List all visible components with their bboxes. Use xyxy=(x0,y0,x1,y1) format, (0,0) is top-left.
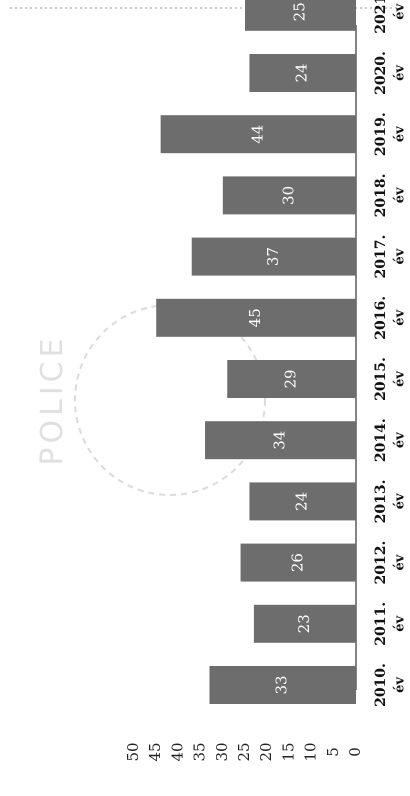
tick-label-10: 10 xyxy=(302,742,320,761)
bars-group: 33 23 26 24 34 29 45 37 30 44 24 25 xyxy=(156,0,356,704)
category-suffix-2016: év xyxy=(393,309,408,325)
tick-label-35: 35 xyxy=(191,742,209,761)
data-label-2020: 24 xyxy=(293,63,311,82)
tick-label-50: 50 xyxy=(124,742,142,761)
category-suffix-2011: év xyxy=(393,615,408,631)
bar-2020 xyxy=(249,54,356,92)
watermark-text: POLICE xyxy=(35,334,70,465)
watermark-emblem xyxy=(74,304,266,496)
data-label-2021: 25 xyxy=(291,2,309,21)
category-suffix-2018: év xyxy=(393,187,408,203)
police-stamp-watermark: POLICE xyxy=(35,304,266,496)
category-suffix-2020: év xyxy=(393,65,408,81)
bar-2021 xyxy=(245,0,356,31)
bar-2014 xyxy=(205,421,356,460)
data-label-2019: 44 xyxy=(248,125,266,144)
data-label-2017: 37 xyxy=(264,247,282,266)
tick-label-30: 30 xyxy=(213,742,231,761)
tick-label-20: 20 xyxy=(257,742,275,761)
data-label-2013: 24 xyxy=(293,492,311,511)
category-year-2010: 2010. xyxy=(373,663,389,707)
tick-label-0: 0 xyxy=(346,747,364,757)
tick-label-15: 15 xyxy=(279,742,297,761)
category-suffix-2015: év xyxy=(393,371,408,387)
category-year-2020: 2020. xyxy=(373,51,389,95)
data-label-2016: 45 xyxy=(246,308,264,327)
category-suffix-2017: év xyxy=(393,248,408,264)
data-label-2012: 26 xyxy=(288,553,306,572)
category-year-2018: 2018. xyxy=(373,173,389,217)
category-year-2017: 2017. xyxy=(373,235,389,279)
category-suffix-2012: év xyxy=(393,554,408,570)
category-suffix-2019: év xyxy=(393,126,408,142)
category-suffix-2010: év xyxy=(393,677,408,693)
bar-2019 xyxy=(160,115,356,154)
category-year-2015: 2015. xyxy=(373,357,389,401)
category-suffix-2021: év xyxy=(393,3,408,19)
bar-2013 xyxy=(249,482,356,521)
tick-label-40: 40 xyxy=(168,742,186,761)
category-year-2021: 2021. xyxy=(373,0,389,34)
bar-2012 xyxy=(240,543,356,582)
data-label-2015: 29 xyxy=(282,369,300,388)
category-year-2013: 2013. xyxy=(373,479,389,523)
bar-2018 xyxy=(222,176,356,215)
category-year-2011: 2011. xyxy=(373,602,389,646)
bar-2011 xyxy=(253,604,356,643)
category-suffix-2013: év xyxy=(393,493,408,509)
data-label-2011: 23 xyxy=(295,614,313,633)
category-year-2012: 2012. xyxy=(373,541,389,585)
data-label-2018: 30 xyxy=(279,186,297,205)
tick-label-25: 25 xyxy=(235,742,253,761)
bar-2017 xyxy=(191,237,356,276)
bar-2015 xyxy=(227,360,356,398)
category-year-2016: 2016. xyxy=(373,296,389,340)
data-label-2014: 34 xyxy=(271,431,289,450)
bar-2016 xyxy=(156,298,356,337)
bar-2010 xyxy=(209,666,356,704)
category-year-2014: 2014. xyxy=(373,418,389,462)
tick-label-45: 45 xyxy=(146,742,164,761)
category-suffix-2014: év xyxy=(393,432,408,448)
data-label-2010: 33 xyxy=(273,675,291,694)
category-year-2019: 2019. xyxy=(373,112,389,156)
tick-label-5: 5 xyxy=(324,747,342,757)
